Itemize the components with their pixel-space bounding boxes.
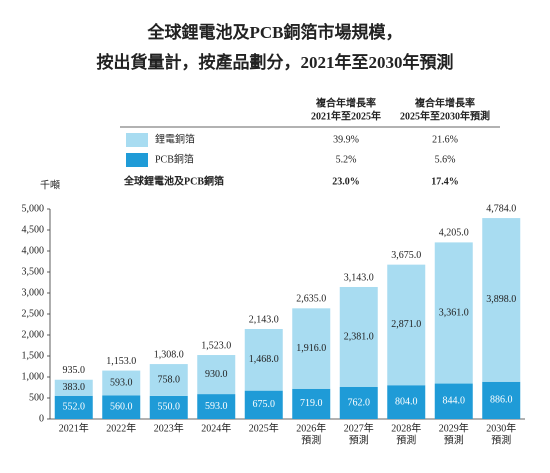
x-tick-label: 2027年 (344, 421, 374, 434)
cagr-value: 17.4% (431, 176, 459, 187)
value-label: 758.0 (158, 374, 181, 385)
bar-segment (102, 370, 141, 396)
y-tick-label: 1,000 (22, 371, 45, 382)
total-label: 935.0 (63, 365, 86, 376)
bar-segment (149, 364, 188, 396)
x-tick-label: 預測 (301, 433, 321, 446)
value-label: 930.0 (205, 369, 228, 380)
table-header: 2025年至2030年預測 (400, 109, 490, 122)
x-tick-label: 2029年 (439, 421, 469, 434)
x-tick-label: 預測 (396, 433, 416, 446)
cagr-value: 39.9% (333, 134, 359, 145)
x-tick-label: 2025年 (249, 421, 279, 434)
x-tick-label: 2021年 (59, 421, 89, 434)
value-label: 3,361.0 (439, 307, 469, 318)
value-label: 1,468.0 (249, 354, 279, 365)
x-tick-label: 2030年 (486, 421, 516, 434)
x-tick-label: 2022年 (106, 421, 136, 434)
bar-segment (339, 386, 378, 419)
chart-title: 全球鋰電池及PCB銅箔市場規模， (147, 22, 403, 42)
y-tick-label: 5,000 (22, 203, 45, 214)
legend-swatch (126, 133, 148, 147)
x-tick-label: 2028年 (391, 421, 421, 434)
y-tick-label: 3,000 (22, 287, 45, 298)
bar-segment (434, 242, 473, 384)
value-label: 3,898.0 (486, 294, 516, 305)
y-axis-label: 千噸 (40, 178, 60, 191)
y-tick-label: 2,500 (22, 308, 45, 319)
value-label: 2,381.0 (344, 331, 374, 342)
total-label: 2,635.0 (296, 294, 326, 305)
legend-label: PCB銅箔 (155, 152, 194, 165)
x-tick-label: 預測 (491, 433, 511, 446)
value-label: 1,916.0 (296, 343, 326, 354)
y-tick-label: 0 (39, 413, 44, 424)
cagr-value: 23.0% (332, 176, 360, 187)
bar-segment (482, 381, 521, 419)
cagr-value: 21.6% (432, 134, 458, 145)
bar-segment (102, 395, 141, 419)
bar-segment (339, 286, 378, 387)
table-header: 複合年增長率 (414, 96, 475, 109)
bar-segment (387, 264, 426, 386)
x-tick-label: 2026年 (296, 421, 326, 434)
value-label: 762.0 (348, 397, 371, 408)
legend-label: 鋰電銅箔 (155, 132, 195, 145)
y-tick-label: 500 (29, 392, 44, 403)
value-label: 593.0 (110, 377, 133, 388)
total-label: 1,153.0 (106, 356, 136, 367)
bar-segment (434, 383, 473, 419)
total-label: 1,308.0 (154, 349, 184, 360)
value-label: 844.0 (443, 396, 466, 407)
cagr-value: 5.2% (336, 154, 357, 165)
bar-segment (292, 388, 331, 419)
total-label: 3,675.0 (391, 250, 421, 261)
bar-segment (387, 385, 426, 419)
legend-swatch (126, 153, 148, 167)
chart-title: 按出貨量計，按產品劃分，2021年至2030年預測 (97, 52, 454, 72)
bar-segment (54, 379, 93, 396)
value-label: 550.0 (158, 402, 181, 413)
bar-segment (244, 390, 283, 419)
y-tick-label: 3,500 (22, 266, 45, 277)
x-tick-label: 預測 (349, 433, 369, 446)
table-header: 複合年增長率 (315, 96, 376, 109)
y-tick-label: 2,000 (22, 329, 45, 340)
value-label: 719.0 (300, 398, 323, 409)
value-label: 804.0 (395, 396, 418, 407)
x-tick-label: 2023年 (154, 421, 184, 434)
bar-segment (149, 395, 188, 419)
value-label: 675.0 (253, 399, 276, 410)
bar-segment (292, 308, 331, 389)
total-label: 3,143.0 (344, 272, 374, 283)
value-label: 560.0 (110, 402, 133, 413)
total-label: 4,784.0 (486, 203, 516, 214)
bar-segment (482, 218, 521, 382)
y-tick-label: 1,500 (22, 350, 45, 361)
y-tick-label: 4,500 (22, 224, 45, 235)
x-tick-label: 2024年 (201, 421, 231, 434)
value-label: 593.0 (205, 401, 228, 412)
y-tick-label: 4,000 (22, 245, 45, 256)
total-label: 4,205.0 (439, 228, 469, 239)
bar-segment (197, 355, 236, 395)
x-tick-label: 預測 (444, 433, 464, 446)
value-label: 2,871.0 (391, 319, 421, 330)
total-label: 1,523.0 (201, 340, 231, 351)
bar-segment (244, 328, 283, 391)
value-label: 383.0 (63, 382, 86, 393)
value-label: 886.0 (490, 395, 513, 406)
cagr-value: 5.6% (435, 154, 456, 165)
bar-segment (197, 394, 236, 419)
total-label: 2,143.0 (249, 314, 279, 325)
table-header: 2021年至2025年 (311, 109, 381, 122)
bar-segment (54, 395, 93, 419)
total-label: 全球鋰電池及PCB銅箔 (123, 174, 224, 187)
value-label: 552.0 (63, 402, 86, 413)
